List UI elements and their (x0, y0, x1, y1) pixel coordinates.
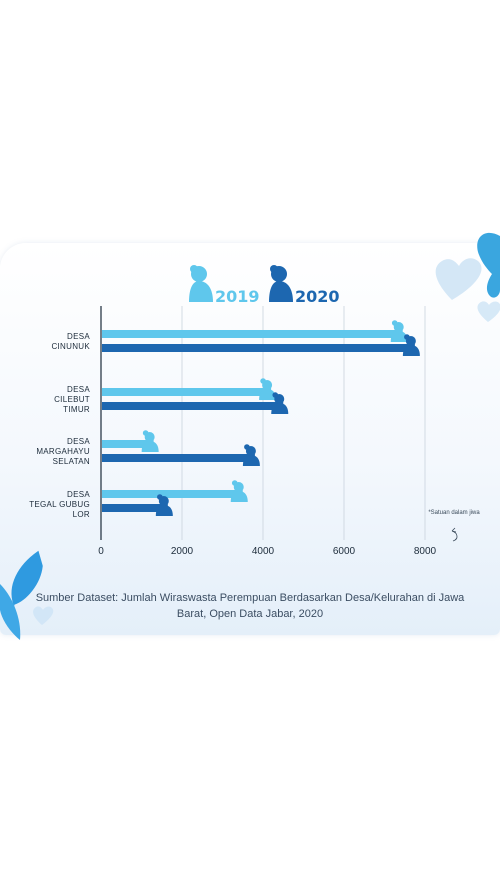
legend-woman-icon-2020 (269, 265, 293, 302)
woman-marker-icon-2020-cat-4 (155, 494, 173, 516)
bars (102, 320, 420, 516)
butterfly-decoration-icon (477, 232, 500, 298)
heart-decoration-icon (435, 258, 482, 300)
x-tick-2000: 2000 (170, 546, 194, 557)
woman-marker-icon-2019-cat-4 (230, 480, 248, 502)
woman-marker-icon-2020-cat-2 (271, 392, 289, 414)
legend-label-2020: 2020 (295, 287, 340, 306)
woman-marker-icon-2020-cat-3 (242, 444, 260, 466)
bar-2020-cat-4 (102, 504, 168, 512)
chart-card (0, 243, 500, 635)
bar-2020-cat-2 (102, 402, 284, 410)
bar-2019-cat-2 (102, 388, 272, 396)
legend-woman-icon-2019 (189, 265, 213, 302)
unit-note: *Satuan dalam jiwa (428, 510, 480, 516)
woman-marker-icon-2019-cat-3 (141, 430, 159, 452)
category-3-line-2: MARGAHAYU (36, 447, 90, 456)
legend-label-2019: 2019 (215, 287, 260, 306)
bar-2019-cat-3 (102, 440, 154, 448)
category-2-line-2: CILEBUT (54, 395, 90, 404)
woman-marker-icon-2019-cat-2 (259, 378, 277, 400)
category-label-4: DESA TEGAL GUBUG LOR (8, 490, 90, 520)
bar-2020-cat-3 (102, 454, 255, 462)
category-2-line-3: TIMUR (63, 405, 90, 414)
bar-2019-cat-4 (102, 490, 243, 498)
woman-marker-icon-2019-cat-1 (390, 320, 408, 342)
category-4-line-2: TEGAL GUBUG (29, 500, 90, 509)
bar-2019-cat-1 (102, 330, 403, 338)
leaf-decoration-left-icon (0, 584, 21, 640)
category-2-line-1: DESA (67, 385, 90, 394)
arrow-curl-icon (451, 527, 458, 542)
x-tick-6000: 6000 (332, 546, 356, 557)
category-label-1: DESA CINUNUK (8, 332, 90, 352)
heart-small-decoration-icon (477, 301, 500, 322)
category-4-line-1: DESA (67, 490, 90, 499)
x-tick-4000: 4000 (251, 546, 275, 557)
bar-2020-cat-1 (102, 344, 415, 352)
category-3-line-1: DESA (67, 437, 90, 446)
category-4-line-3: LOR (72, 510, 90, 519)
legend: 2019 2020 (185, 262, 345, 306)
source-caption: Sumber Dataset: Jumlah Wiraswasta Peremp… (35, 592, 465, 620)
category-1-line-1: DESA (67, 332, 90, 341)
category-3-line-3: SELATAN (52, 457, 90, 466)
category-label-3: DESA MARGAHAYU SELATAN (8, 437, 90, 467)
woman-marker-icon-2020-cat-1 (402, 334, 420, 356)
x-tick-8000: 8000 (413, 546, 437, 557)
category-label-2: DESA CILEBUT TIMUR (8, 385, 90, 415)
x-tick-0: 0 (98, 546, 104, 557)
heart-decoration-left-icon (33, 606, 54, 625)
category-1-line-2: CINUNUK (51, 342, 90, 351)
